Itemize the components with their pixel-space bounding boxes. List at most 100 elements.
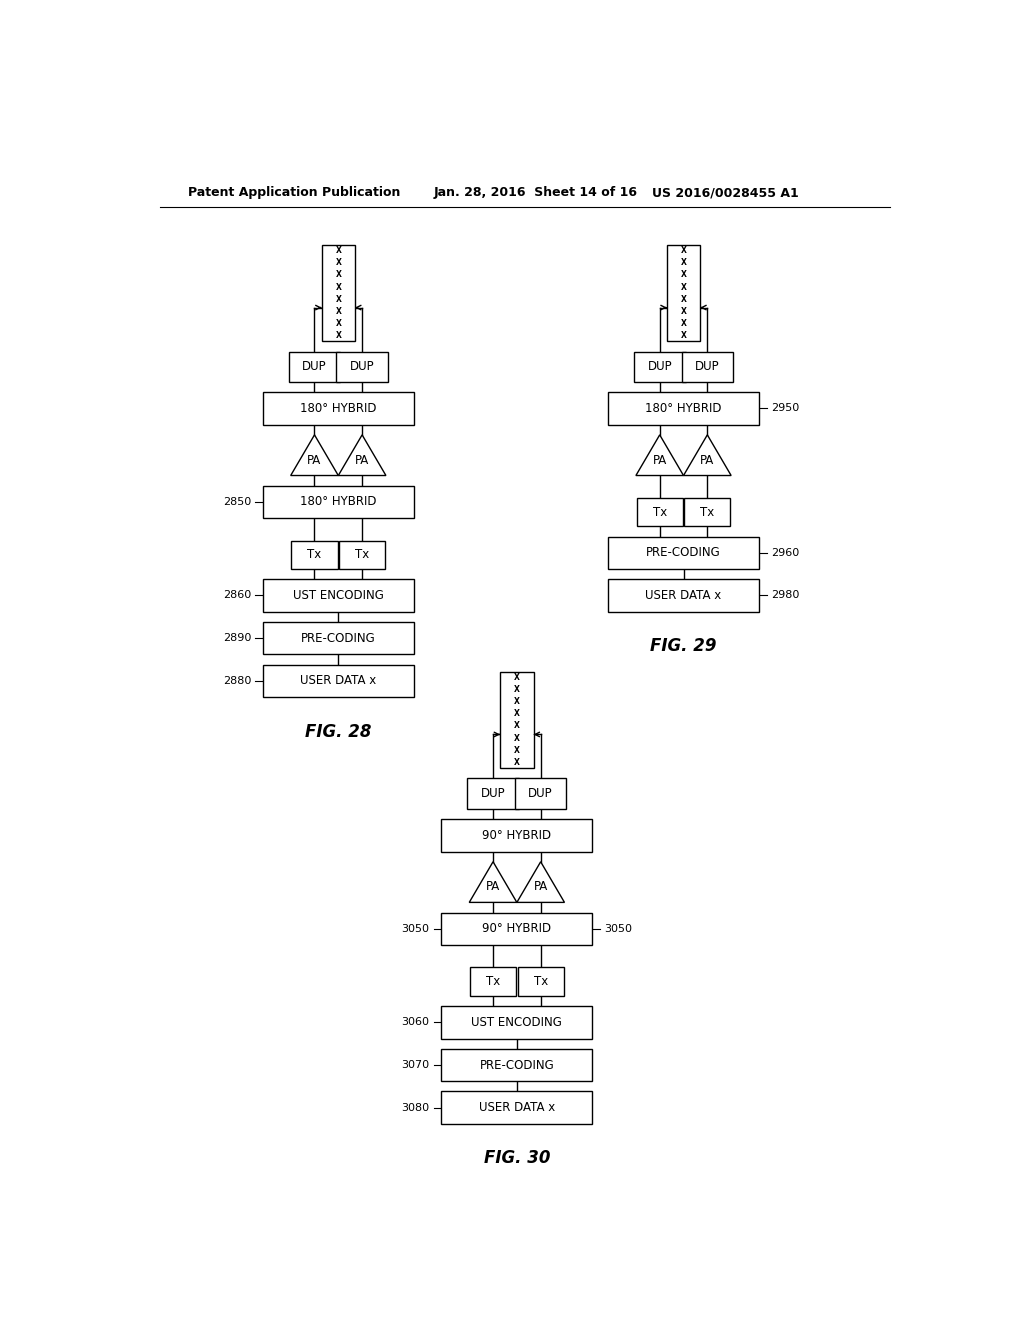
Bar: [470, 968, 516, 995]
Text: PA: PA: [534, 880, 548, 894]
Polygon shape: [636, 434, 684, 475]
Text: X: X: [514, 722, 520, 730]
Text: USER DATA x: USER DATA x: [300, 675, 377, 688]
Text: X: X: [514, 734, 520, 743]
Text: UST ENCODING: UST ENCODING: [471, 1016, 562, 1028]
Text: X: X: [336, 259, 341, 268]
Text: DUP: DUP: [302, 360, 327, 374]
Bar: [608, 536, 759, 569]
Polygon shape: [517, 862, 564, 903]
Text: 2860: 2860: [223, 590, 251, 601]
Bar: [441, 1049, 592, 1081]
Text: X: X: [514, 758, 520, 767]
Bar: [263, 486, 414, 519]
Text: X: X: [681, 294, 686, 304]
Text: X: X: [681, 259, 686, 268]
Text: X: X: [336, 294, 341, 304]
Text: X: X: [336, 247, 341, 255]
Text: PRE-CODING: PRE-CODING: [646, 546, 721, 560]
Text: FIG. 29: FIG. 29: [650, 638, 717, 655]
Text: X: X: [514, 685, 520, 694]
Text: DUP: DUP: [647, 360, 672, 374]
Text: X: X: [681, 318, 686, 327]
Bar: [292, 541, 338, 569]
Text: X: X: [336, 318, 341, 327]
Text: X: X: [681, 282, 686, 292]
Bar: [441, 912, 592, 945]
Polygon shape: [338, 434, 386, 475]
Bar: [339, 541, 385, 569]
Text: PRE-CODING: PRE-CODING: [479, 1059, 554, 1072]
Text: USER DATA x: USER DATA x: [479, 1101, 555, 1114]
Text: 3080: 3080: [401, 1102, 430, 1113]
Text: X: X: [336, 282, 341, 292]
Text: 2960: 2960: [771, 548, 799, 558]
Text: Tx: Tx: [307, 548, 322, 561]
Bar: [682, 351, 733, 381]
Bar: [263, 392, 414, 425]
Text: 180° HYBRID: 180° HYBRID: [300, 401, 377, 414]
Text: Tx: Tx: [486, 975, 500, 989]
Text: PA: PA: [355, 454, 370, 466]
Text: DUP: DUP: [528, 787, 553, 800]
Text: 90° HYBRID: 90° HYBRID: [482, 923, 552, 936]
Bar: [637, 498, 683, 527]
Text: 2950: 2950: [771, 404, 799, 413]
Text: X: X: [514, 746, 520, 755]
Bar: [441, 818, 592, 851]
Text: US 2016/0028455 A1: US 2016/0028455 A1: [652, 186, 799, 199]
Text: X: X: [681, 271, 686, 280]
Bar: [441, 1006, 592, 1039]
Text: X: X: [336, 306, 341, 315]
Bar: [634, 351, 685, 381]
Text: DUP: DUP: [350, 360, 375, 374]
Text: Tx: Tx: [700, 506, 715, 519]
Bar: [667, 244, 700, 342]
Text: 2880: 2880: [222, 676, 251, 686]
Text: 180° HYBRID: 180° HYBRID: [645, 401, 722, 414]
Polygon shape: [469, 862, 517, 903]
Text: 3070: 3070: [401, 1060, 430, 1071]
Text: X: X: [514, 709, 520, 718]
Bar: [336, 351, 388, 381]
Bar: [467, 779, 519, 809]
Text: DUP: DUP: [695, 360, 720, 374]
Text: USER DATA x: USER DATA x: [645, 589, 722, 602]
Text: 90° HYBRID: 90° HYBRID: [482, 829, 552, 842]
Text: X: X: [514, 697, 520, 706]
Text: X: X: [514, 673, 520, 682]
Bar: [608, 579, 759, 611]
Polygon shape: [291, 434, 338, 475]
Text: FIG. 28: FIG. 28: [305, 722, 372, 741]
Text: Jan. 28, 2016  Sheet 14 of 16: Jan. 28, 2016 Sheet 14 of 16: [433, 186, 638, 199]
Text: PA: PA: [307, 454, 322, 466]
Text: Tx: Tx: [534, 975, 548, 989]
Bar: [518, 968, 563, 995]
Text: X: X: [681, 331, 686, 339]
Text: X: X: [336, 271, 341, 280]
Bar: [289, 351, 340, 381]
Text: UST ENCODING: UST ENCODING: [293, 589, 384, 602]
Text: X: X: [681, 247, 686, 255]
Text: Patent Application Publication: Patent Application Publication: [187, 186, 400, 199]
Bar: [263, 622, 414, 655]
Text: 180° HYBRID: 180° HYBRID: [300, 495, 377, 508]
Bar: [515, 779, 566, 809]
Text: Tx: Tx: [355, 548, 370, 561]
Bar: [263, 664, 414, 697]
Text: PA: PA: [486, 880, 500, 894]
Bar: [263, 579, 414, 611]
Text: PA: PA: [700, 454, 715, 466]
Bar: [441, 1092, 592, 1125]
Text: PRE-CODING: PRE-CODING: [301, 632, 376, 644]
Text: DUP: DUP: [480, 787, 506, 800]
Text: FIG. 30: FIG. 30: [483, 1150, 550, 1167]
Text: 3050: 3050: [401, 924, 430, 933]
Text: 2850: 2850: [223, 496, 251, 507]
Text: 2980: 2980: [771, 590, 799, 601]
Bar: [608, 392, 759, 425]
Text: PA: PA: [652, 454, 667, 466]
Bar: [500, 672, 534, 768]
Text: 3060: 3060: [401, 1018, 430, 1027]
Polygon shape: [684, 434, 731, 475]
